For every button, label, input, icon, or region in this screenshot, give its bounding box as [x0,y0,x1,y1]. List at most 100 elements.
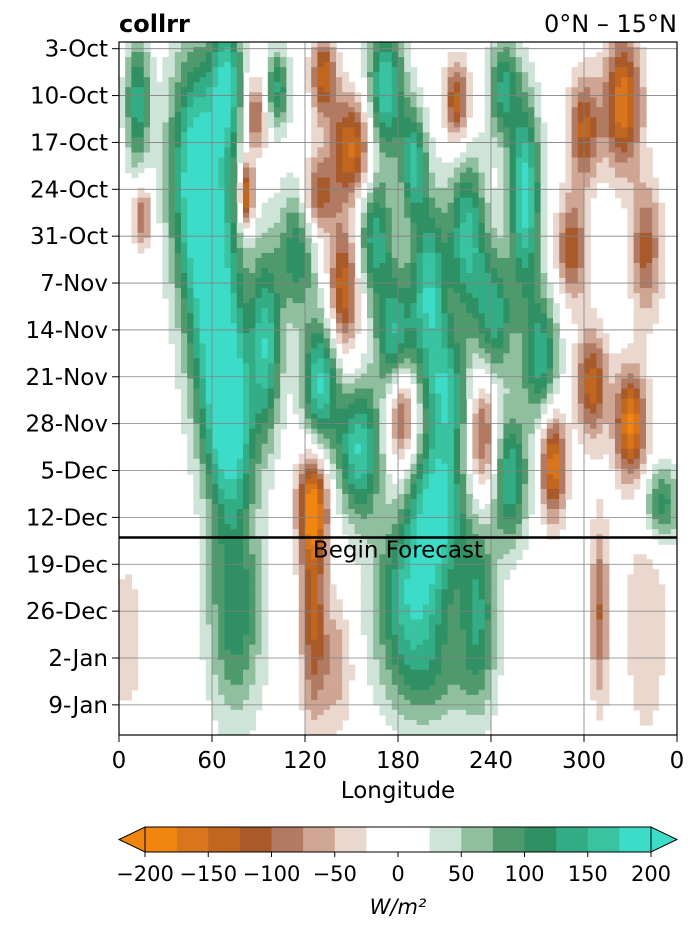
field-cell [416,488,424,495]
field-cell [329,363,337,370]
field-cell [261,212,269,219]
field-cell [336,504,343,510]
field-cell [236,338,244,344]
field-cell [311,72,318,78]
field-cell [410,724,418,731]
field-cell [398,393,405,400]
field-cell [410,674,418,681]
field-cell [354,283,362,289]
field-cell [379,167,387,174]
field-cell [205,112,213,118]
field-cell [323,438,331,445]
field-cell [410,242,418,249]
field-cell [311,493,318,500]
field-cell [168,87,176,93]
field-cell [187,92,194,98]
field-cell [311,694,318,701]
field-cell [156,107,163,113]
field-cell [168,177,176,184]
field-cell [404,132,411,139]
field-cell [422,398,430,405]
field-cell [354,453,362,460]
field-cell [422,498,430,505]
field-cell [404,162,411,169]
field-cell [367,202,374,209]
field-cell [199,423,207,430]
field-cell [298,413,306,420]
field-cell [422,639,430,646]
field-cell [367,453,374,460]
field-cell [212,684,219,691]
field-cell [125,162,132,169]
field-cell [422,162,430,169]
field-cell [236,619,244,626]
field-cell [243,212,250,219]
field-cell [236,197,244,204]
field-cell [379,222,387,229]
field-cell [249,498,256,505]
field-cell [305,709,312,716]
field-cell [348,162,356,169]
field-cell [429,177,436,184]
field-cell [243,267,250,274]
field-cell [398,478,405,485]
field-cell [292,177,300,184]
field-cell [193,102,201,108]
field-cell [205,262,213,269]
field-cell [391,237,399,244]
field-cell [305,514,312,520]
field-cell [193,288,201,294]
field-cell [311,368,318,375]
field-cell [354,378,362,385]
field-cell [305,242,312,249]
field-cell [373,659,380,666]
field-cell [187,453,194,460]
field-cell [373,97,380,103]
field-cell [218,257,225,264]
field-cell [422,569,430,575]
field-cell [422,584,430,590]
field-cell [212,257,219,264]
field-cell [267,368,275,375]
field-cell [131,67,139,73]
field-cell [342,267,349,274]
field-cell [255,343,263,349]
field-cell [236,729,244,735]
field-cell [323,87,331,93]
field-cell [385,102,393,108]
field-cell [143,47,151,53]
field-cell [212,483,219,490]
field-cell [385,694,393,701]
field-cell [367,393,374,400]
field-cell [274,87,281,93]
field-cell [323,62,331,68]
field-cell [404,714,411,721]
field-cell [329,659,337,666]
field-cell [317,353,325,359]
field-cell [193,177,201,184]
field-cell [422,438,430,445]
field-cell [174,318,182,324]
field-cell [354,468,362,475]
field-cell [255,393,263,400]
field-cell [354,559,362,565]
field-cell [305,72,312,78]
field-cell [373,398,380,405]
field-cell [274,62,281,68]
field-cell [385,72,393,78]
field-cell [410,524,418,530]
field-cell [156,102,163,108]
field-cell [429,378,436,385]
field-cell [323,92,331,98]
field-cell [243,42,250,48]
field-cell [323,448,331,455]
field-cell [404,358,411,364]
field-cell [218,388,225,395]
field-cell [230,378,238,385]
field-cell [336,237,343,244]
field-cell [243,358,250,364]
field-cell [317,177,325,184]
field-cell [348,343,356,349]
field-cell [156,172,163,179]
field-cell [230,393,238,400]
